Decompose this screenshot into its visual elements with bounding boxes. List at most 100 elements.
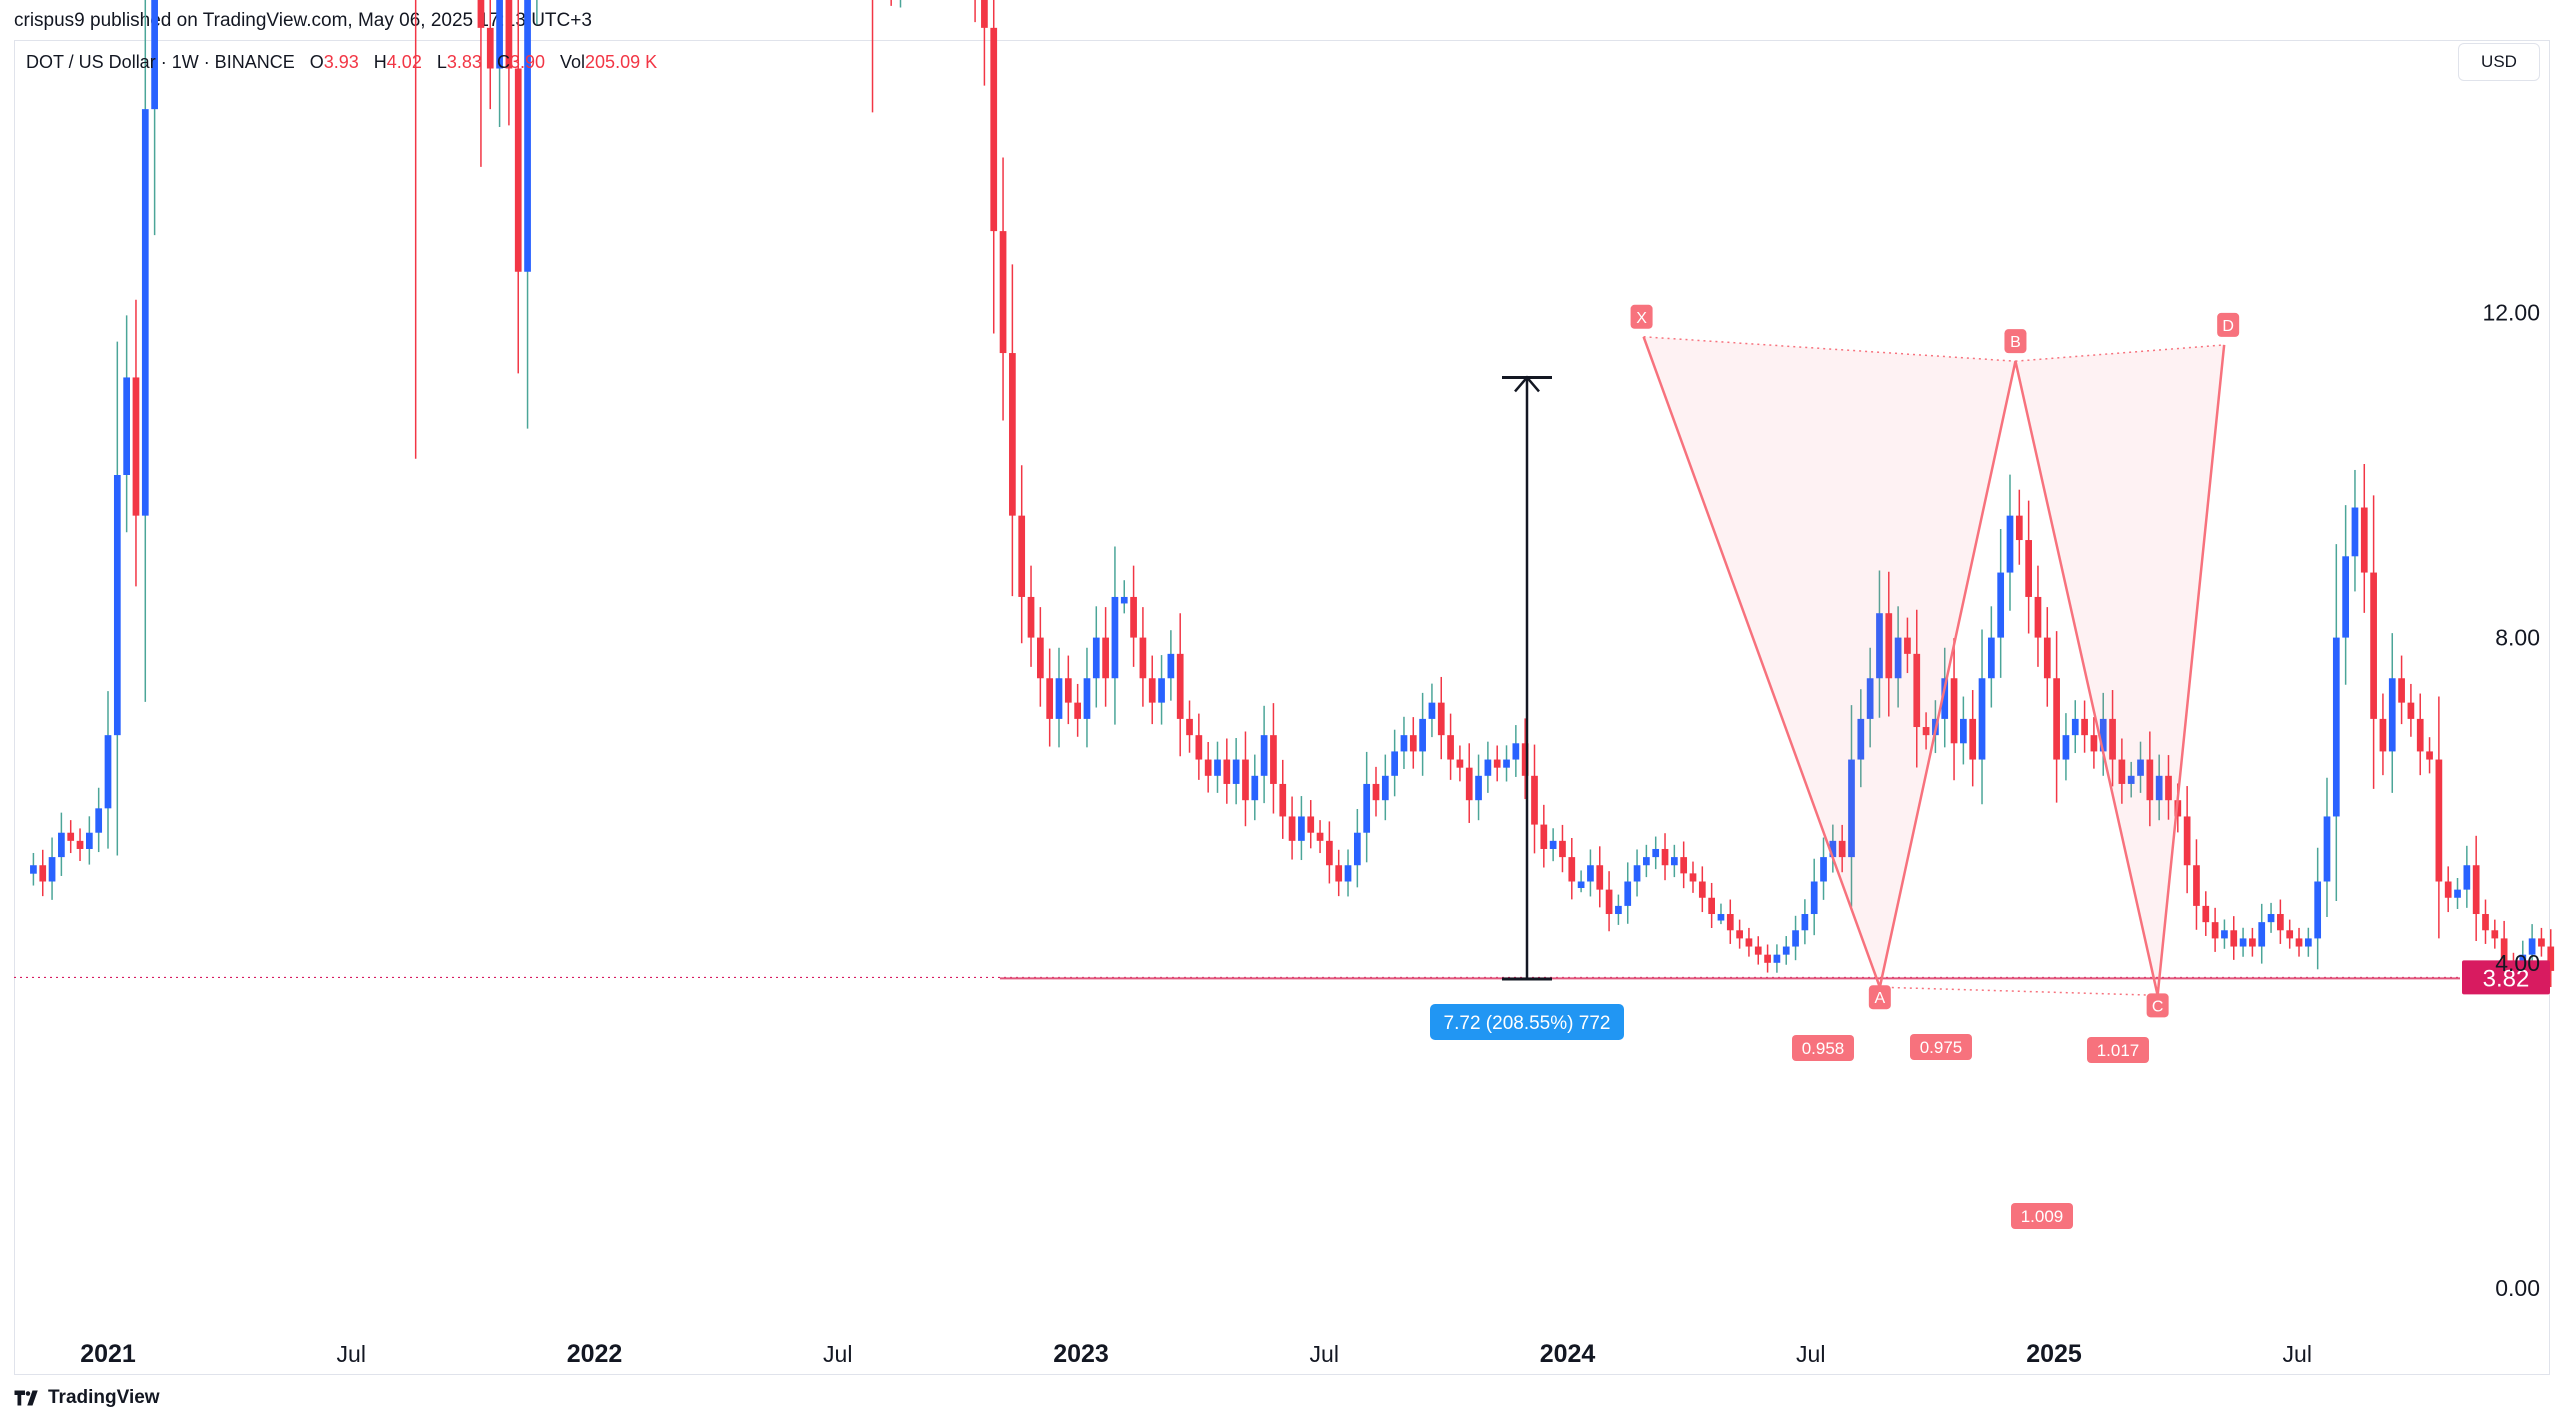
candle-body <box>1251 775 1259 801</box>
ratio-label: 1.009 <box>2021 1207 2064 1226</box>
pattern-ac-line <box>1879 986 2158 997</box>
candle-body <box>2258 922 2266 947</box>
candle-body <box>2249 938 2256 947</box>
candle-body <box>524 0 531 272</box>
currency-button[interactable]: USD <box>2458 43 2540 81</box>
candle-body <box>1167 653 1175 679</box>
tradingview-footer: TradingView <box>14 1387 160 1409</box>
candle-body <box>1363 783 1371 833</box>
candle-body <box>1158 678 1165 703</box>
candle-body <box>123 377 131 475</box>
candle-body <box>1186 718 1193 736</box>
candle-body <box>2230 930 2238 947</box>
candle-body <box>2109 718 2116 760</box>
candle-body <box>2118 759 2126 784</box>
candle-body <box>1810 881 1818 915</box>
pattern-point-label: A <box>1874 990 1885 1007</box>
candle-body <box>1913 653 1921 728</box>
candle-body <box>1670 857 1678 866</box>
x-tick-label: Jul <box>1796 1341 1825 1367</box>
candle-body <box>496 0 503 69</box>
ratio-box <box>2011 1203 2073 1229</box>
candle-body <box>1465 767 1473 801</box>
candle-body <box>1969 718 1977 760</box>
candle-body <box>1009 353 1016 516</box>
candle-body <box>141 109 149 516</box>
candle-body <box>1866 678 1874 719</box>
candle-body <box>1596 865 1604 890</box>
y-tick-label: 0.00 <box>2495 1275 2540 1301</box>
candles-layer <box>30 0 2555 988</box>
candle-body <box>30 865 37 874</box>
pattern-fill-bcd <box>2015 344 2225 996</box>
candle-body <box>2211 922 2219 939</box>
legend-volume: 205.09 K <box>585 52 658 72</box>
candle-body <box>1540 824 1548 849</box>
pattern-point-label: B <box>2010 334 2021 351</box>
candle-body <box>1503 759 1510 768</box>
x-tick-label: 2022 <box>567 1340 623 1368</box>
candle-body <box>2155 775 2163 801</box>
candle-body <box>2006 515 2014 573</box>
candle-body <box>1214 759 1221 776</box>
candle-body <box>1232 759 1240 784</box>
x-tick-label: 2023 <box>1053 1340 1109 1368</box>
candle-body <box>1820 857 1827 882</box>
ratio-box <box>2087 1037 2149 1063</box>
candle-body <box>1195 735 1203 760</box>
candle-body <box>1316 832 1324 841</box>
legend-high-label: H <box>373 52 387 72</box>
tradingview-logo-icon <box>14 1390 38 1406</box>
candle-body <box>2025 540 2032 597</box>
candle-body <box>2482 914 2489 931</box>
candle-body <box>1922 727 1930 736</box>
candle-body <box>2202 905 2210 923</box>
pattern-point-box <box>2004 329 2027 354</box>
candle-body <box>1615 905 1622 915</box>
ratio-box <box>1792 1035 1854 1061</box>
candle-body <box>2053 678 2060 760</box>
candle-body <box>1745 938 1753 947</box>
candle-body <box>2286 930 2294 939</box>
candle-body <box>2398 678 2405 703</box>
x-tick-label: Jul <box>2283 1341 2312 1367</box>
y-tick-label: 4.00 <box>2495 950 2540 976</box>
x-tick-label: Jul <box>823 1341 852 1367</box>
candle-body <box>1270 735 1277 784</box>
candle-body <box>1885 613 1893 679</box>
candle-body <box>104 735 112 809</box>
legend-low-label: L <box>436 52 447 72</box>
candle-body <box>1493 759 1501 768</box>
candle-body <box>1372 783 1380 801</box>
legend-close-label: C <box>496 52 510 72</box>
candle-body <box>2062 735 2070 760</box>
candle-body <box>1801 914 1809 931</box>
candle-body <box>2015 515 2023 541</box>
candle-body <box>1848 759 1855 858</box>
pattern-point-label: C <box>2152 998 2164 1015</box>
candle-body <box>2500 938 2508 963</box>
candle-body <box>113 475 121 736</box>
candle-body <box>2528 938 2536 955</box>
candle-body <box>1876 613 1883 679</box>
candle-body <box>2239 938 2247 947</box>
candle-body <box>2538 938 2545 947</box>
candle-body <box>1027 596 1035 638</box>
pattern-point-box <box>2217 312 2240 337</box>
candle-body <box>1960 718 1967 744</box>
legend-symbol: DOT / US Dollar · 1W · BINANCE <box>26 52 295 72</box>
candle-body <box>2127 775 2135 784</box>
candle-body <box>1717 914 1725 921</box>
pattern-point-box <box>2146 993 2169 1018</box>
candle-body <box>2435 759 2443 882</box>
candle-body <box>2137 759 2144 776</box>
candle-body <box>1353 832 1361 866</box>
candle-body <box>1782 946 1790 955</box>
pattern-point-label: D <box>2222 318 2234 335</box>
legend-open: 3.93 <box>323 52 359 72</box>
candle-body <box>1046 678 1054 719</box>
pattern-fill-xab <box>1643 336 2016 988</box>
candle-body <box>2193 865 2200 906</box>
candle-body <box>1298 816 1305 841</box>
